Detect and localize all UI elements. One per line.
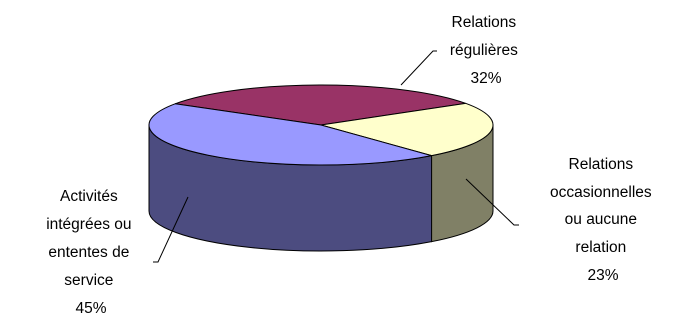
label-integrated-line-1: Activités bbox=[60, 188, 118, 205]
slice-regular-relations bbox=[174, 84, 466, 126]
label-integrated-line-2: intégrées ou bbox=[46, 216, 131, 233]
label-integrated-pct: 45% bbox=[75, 300, 106, 317]
label-occasional-line-4: relation bbox=[575, 239, 626, 256]
label-occasional-line-2: occasionnelles bbox=[550, 184, 652, 201]
label-integrated-line-3: ententes de bbox=[48, 244, 129, 261]
label-regular-line-2: régulières bbox=[450, 42, 518, 59]
leader-line-occasional bbox=[465, 178, 519, 226]
label-occasional-line-3: ou aucune bbox=[565, 211, 637, 228]
slice-occasional-relations bbox=[320, 102, 494, 157]
label-occasional-pct: 23% bbox=[587, 267, 618, 284]
leader-line-regular bbox=[400, 50, 437, 86]
label-regular-line-1: Relations bbox=[452, 14, 517, 31]
slice-integrated-activities bbox=[148, 103, 432, 166]
leader-line-integrated bbox=[153, 196, 189, 263]
label-occasional-line-1: Relations bbox=[569, 156, 634, 173]
label-regular-pct: 32% bbox=[470, 70, 501, 87]
label-regular-relations: Relations régulières 32% bbox=[450, 14, 522, 87]
label-integrated-line-4: service bbox=[64, 272, 113, 289]
label-occasional-relations: Relations occasionnelles ou aucune relat… bbox=[550, 156, 656, 284]
label-integrated-activities: Activités intégrées ou ententes de servi… bbox=[46, 188, 136, 317]
